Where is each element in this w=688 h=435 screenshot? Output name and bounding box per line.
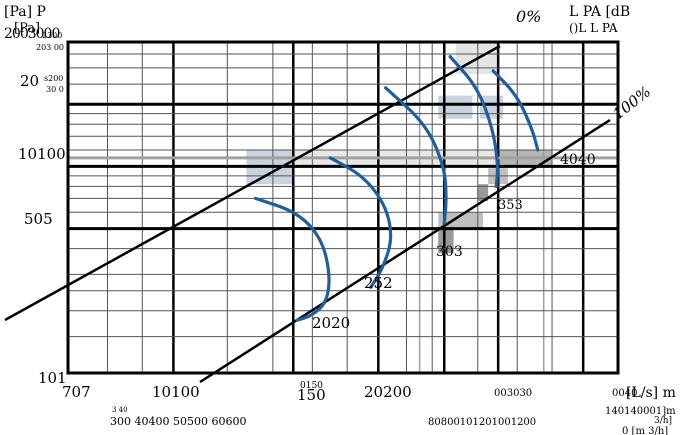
x-tick-30: 003030 (494, 388, 532, 399)
curve-303 (384, 86, 448, 225)
curve-2020 (253, 196, 331, 322)
y-unit-label-overlay: [Pa] (14, 21, 40, 36)
highlight-box-6 (438, 228, 454, 254)
plot-border (66, 40, 620, 375)
curve-353 (448, 54, 500, 189)
x-secondary-small: 3 40 (112, 406, 128, 414)
y-tick-10: 10100 (18, 145, 66, 163)
x-secondary-unit2: 3/h] (654, 416, 672, 426)
curve-4040 (491, 69, 540, 152)
x-tick-15: 150 (297, 386, 326, 404)
highlight-box-5 (438, 212, 483, 229)
x-secondary-unit: 0 [m 3/h] (622, 426, 668, 435)
y-unit-label: [Pa] P (4, 4, 46, 20)
y-tick-5: 505 (24, 210, 53, 228)
sound-sub: ()L L PA (569, 21, 618, 35)
x-secondary-far-right: 140140001]m (605, 406, 676, 417)
plot-frame (66, 40, 620, 375)
curve-label-353: 353 (498, 198, 523, 213)
x-tick-40: 0040 (612, 388, 637, 399)
curve-label-303: 303 (436, 244, 463, 260)
x-unit-label: [L/s] m (626, 385, 676, 401)
y-tick-1: 101 (38, 369, 67, 387)
y-top-small-2: 203 00 (36, 43, 64, 52)
y-20-small-1: s200 (44, 74, 63, 83)
x-tick-10: 10100 (152, 383, 200, 401)
diagonal-lower (199, 118, 611, 384)
y-top-garble: 2003000 (4, 26, 59, 42)
diagonal-upper (4, 44, 501, 322)
grid (68, 42, 618, 373)
y-top-small-1: 2300 (42, 31, 62, 40)
diagonal-lines (4, 44, 611, 384)
x-secondary-left: 300 40400 50500 60600 (110, 415, 246, 428)
highlight-box-2 (438, 95, 473, 119)
percent-100: 100% (609, 83, 654, 124)
x-tick-20: 20200 (364, 383, 412, 401)
x-tick-7: 707 (62, 383, 91, 401)
y-tick-20: 20 (20, 72, 39, 90)
x-secondary-right: 80800101201001200 (428, 417, 536, 428)
highlight-box-7 (477, 184, 489, 201)
x-small-150: 0150 (300, 381, 323, 391)
curve-252 (328, 156, 393, 289)
curve-label-2020: 2020 (312, 314, 350, 332)
sound-unit: L PA [dB (569, 4, 630, 20)
y-20-small-2: 30 0 (46, 85, 64, 94)
curve-label-252: 252 (364, 274, 393, 292)
curves (253, 54, 540, 322)
percent-0: 0% (516, 7, 541, 26)
curve-label-4040: 4040 (560, 152, 596, 168)
